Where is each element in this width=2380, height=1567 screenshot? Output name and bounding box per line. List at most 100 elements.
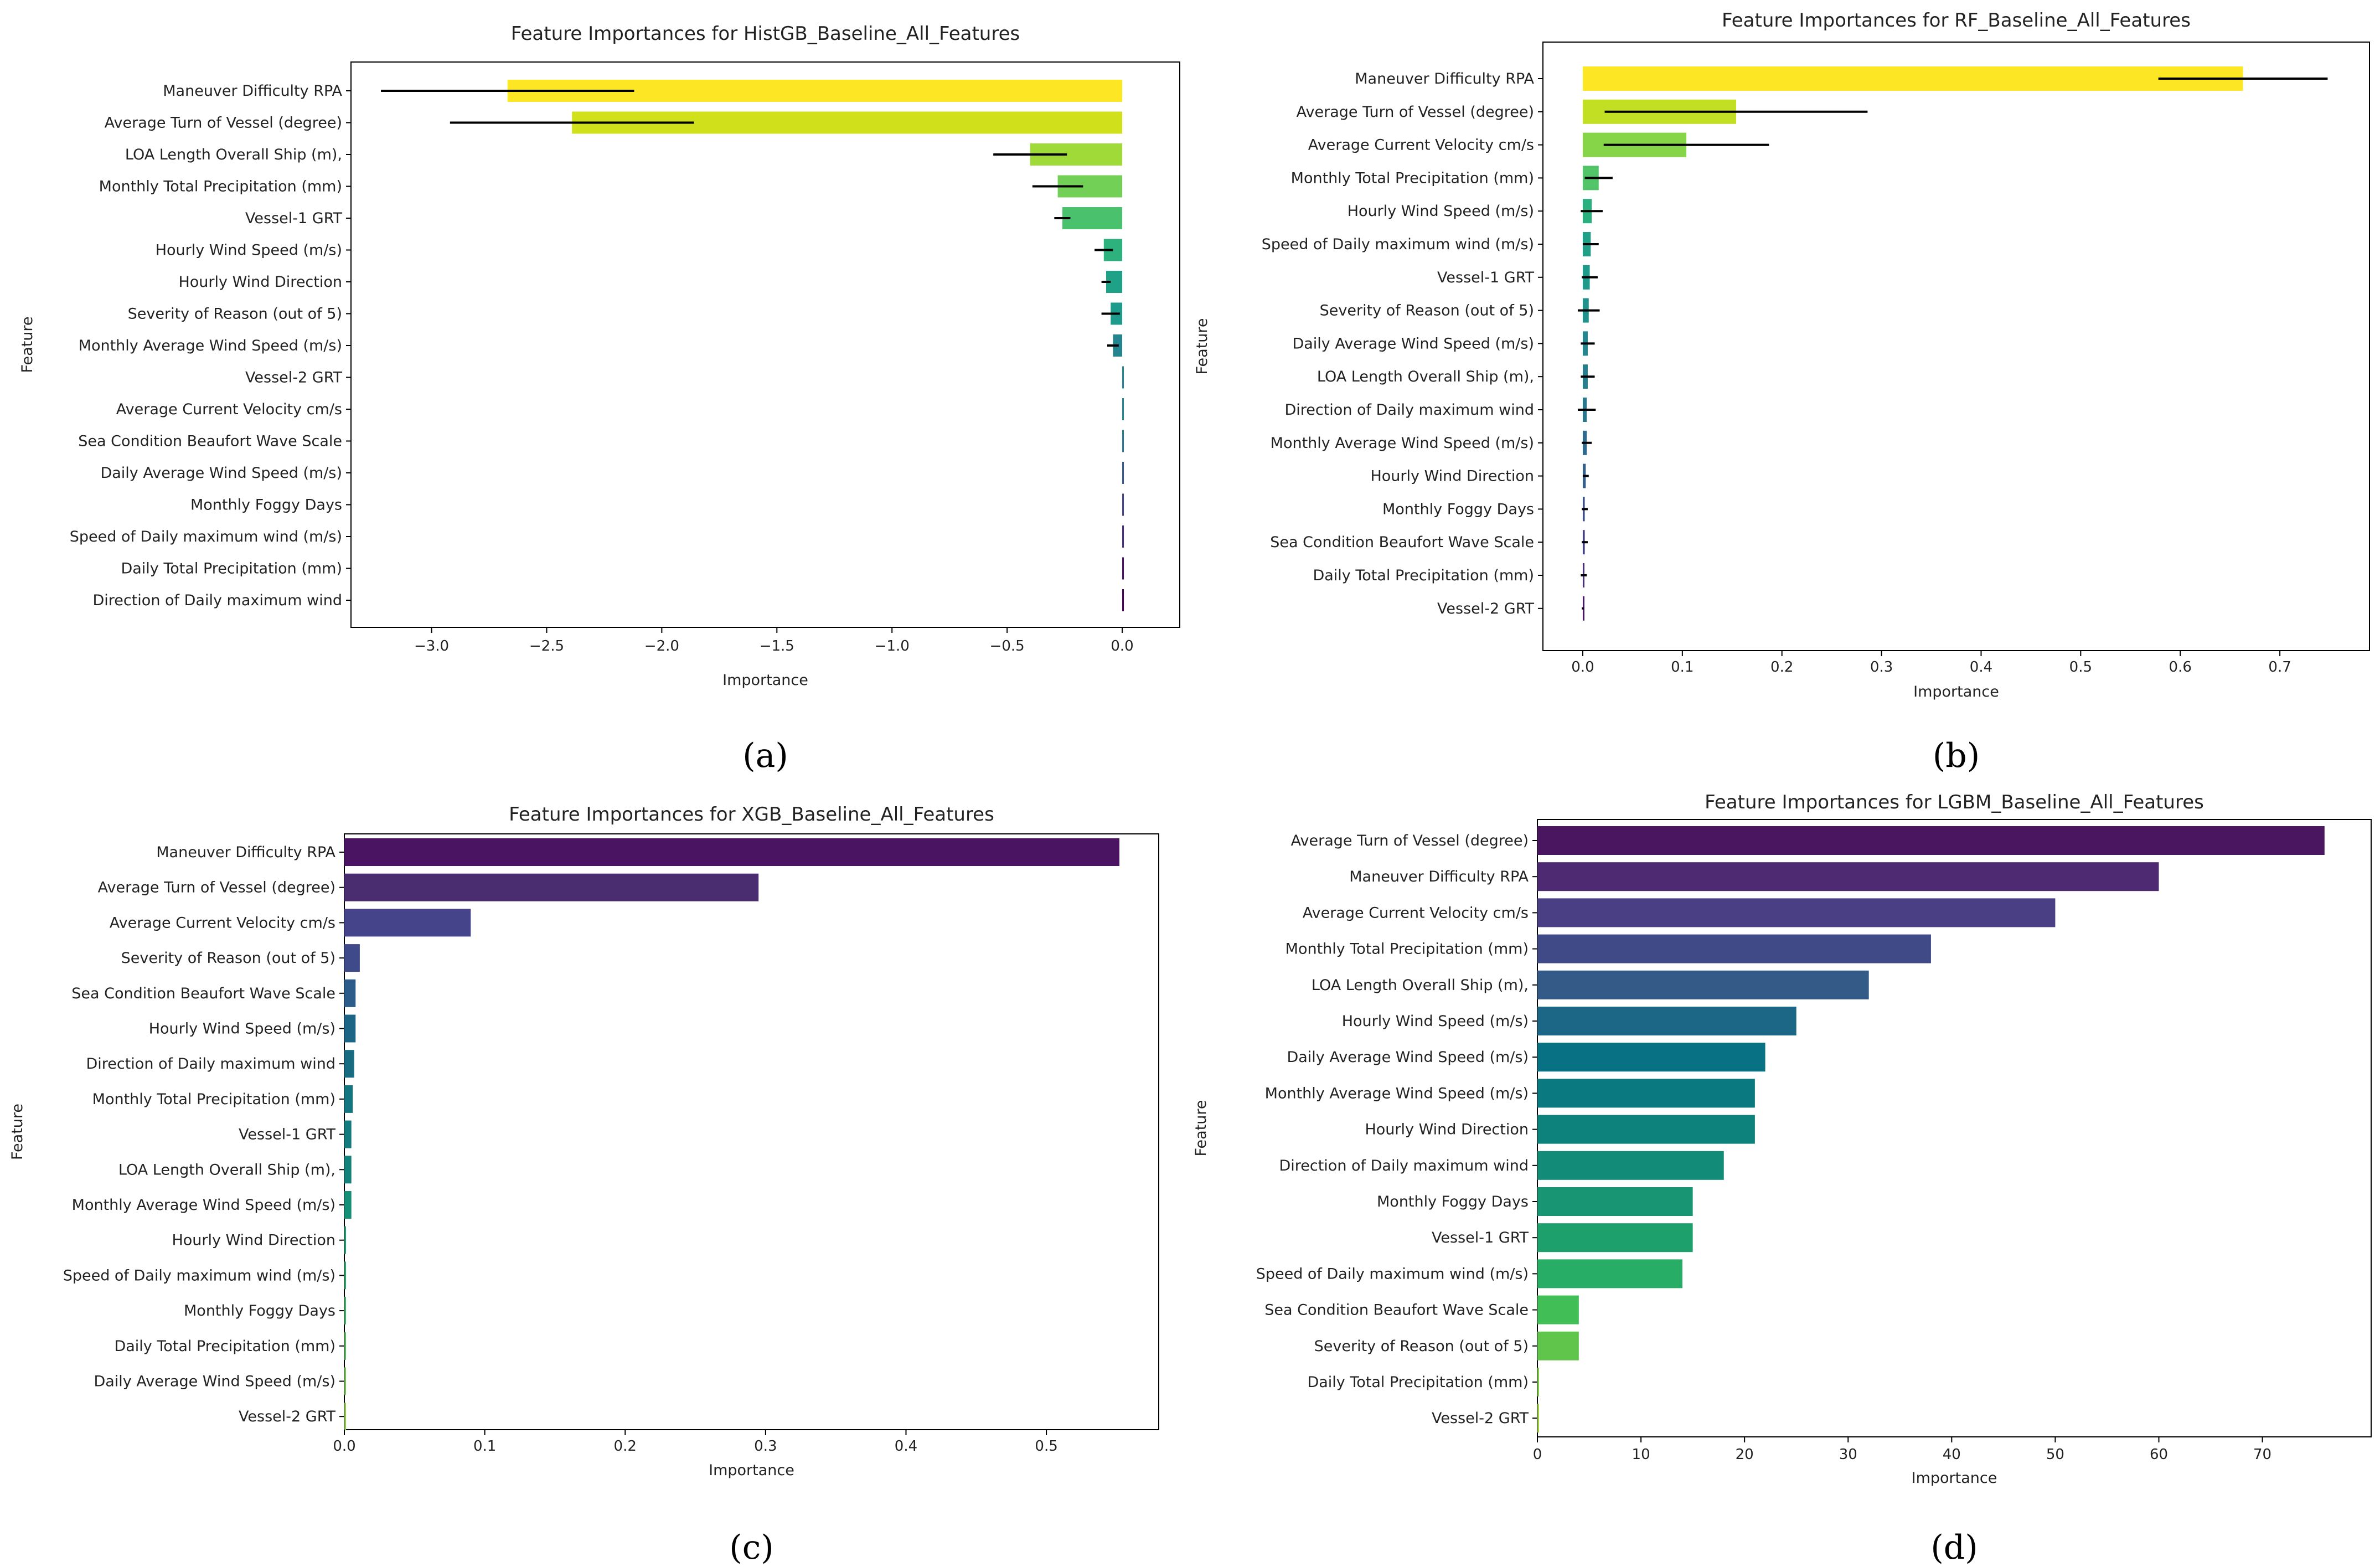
y-axis-label: Feature — [9, 1104, 26, 1160]
x-tick-label: −0.5 — [990, 638, 1025, 654]
bar — [344, 1014, 356, 1043]
axes-frame — [350, 61, 1180, 628]
category-label: Monthly Total Precipitation (mm) — [99, 178, 342, 195]
x-tick-label: 0.0 — [333, 1438, 355, 1455]
category-label: Severity of Reason (out of 5) — [1314, 1338, 1529, 1355]
category-label: Daily Average Wind Speed (m/s) — [1287, 1049, 1529, 1066]
chart-title: Feature Importances for HistGB_Baseline_… — [511, 23, 1020, 45]
x-tick-label: 0.6 — [2169, 659, 2192, 676]
bar — [1122, 462, 1124, 484]
x-tick-label: 0.1 — [473, 1438, 496, 1455]
category-label: Average Turn of Vessel (degree) — [98, 879, 335, 896]
category-label: Speed of Daily maximum wind (m/s) — [63, 1267, 335, 1284]
y-axis-label: Feature — [1194, 318, 1211, 374]
category-label: Average Current Velocity cm/s — [110, 914, 335, 931]
bar — [1537, 1043, 1765, 1072]
category-label: Average Current Velocity cm/s — [1303, 904, 1529, 921]
category-label: LOA Length Overall Ship (m), — [118, 1161, 335, 1178]
category-label: Hourly Wind Direction — [178, 274, 342, 291]
bar — [344, 1261, 346, 1290]
x-tick-label: 20 — [1736, 1446, 1754, 1463]
category-label: Hourly Wind Direction — [1370, 468, 1534, 485]
x-tick-label: 30 — [1839, 1446, 1857, 1463]
axes-frame — [1542, 42, 2370, 651]
category-label: Speed of Daily maximum wind (m/s) — [1256, 1265, 1529, 1282]
bar — [1537, 1115, 1755, 1144]
x-tick-label: 0.0 — [1111, 638, 1133, 654]
x-tick-label: 10 — [1632, 1446, 1650, 1463]
y-axis-label: Feature — [19, 316, 36, 373]
category-label: Monthly Foggy Days — [1382, 501, 1534, 518]
bar — [1537, 1295, 1579, 1324]
category-label: Vessel-1 GRT — [245, 210, 342, 227]
category-label: Daily Average Wind Speed (m/s) — [94, 1373, 335, 1390]
bar — [1122, 589, 1124, 611]
category-label: Vessel-2 GRT — [1432, 1410, 1529, 1427]
category-label: Daily Total Precipitation (mm) — [114, 1338, 335, 1355]
category-label: Severity of Reason (out of 5) — [1320, 302, 1534, 319]
bar — [344, 1403, 346, 1431]
bar — [1537, 1368, 1539, 1396]
panel-caption: (b) — [1933, 736, 1980, 775]
bar — [1537, 1331, 1579, 1360]
bar — [1537, 826, 2325, 855]
category-label: Sea Condition Beaufort Wave Scale — [71, 985, 335, 1002]
panel-caption: (d) — [1930, 1528, 1978, 1567]
x-tick-label: 70 — [2253, 1446, 2271, 1463]
category-label: Hourly Wind Speed (m/s) — [1342, 1013, 1529, 1030]
panel-c-xgboost: Feature Importances for XGB_Baseline_All… — [9, 803, 1159, 1567]
bar — [1122, 525, 1124, 548]
category-label: Daily Average Wind Speed (m/s) — [1292, 335, 1534, 352]
x-tick-label: 0.4 — [895, 1438, 917, 1455]
bar — [344, 1226, 346, 1254]
x-tick-label: 0 — [1533, 1446, 1542, 1463]
category-label: Monthly Total Precipitation (mm) — [1285, 941, 1529, 958]
category-label: Hourly Wind Speed (m/s) — [1348, 203, 1534, 220]
category-label: Sea Condition Beaufort Wave Scale — [1264, 1302, 1529, 1319]
x-axis-label: Importance — [1912, 1470, 1997, 1487]
category-label: Vessel-2 GRT — [245, 369, 342, 386]
bar — [1537, 934, 1931, 963]
category-label: Sea Condition Beaufort Wave Scale — [78, 433, 342, 450]
category-label: Direction of Daily maximum wind — [92, 592, 342, 609]
x-tick-label: 0.2 — [614, 1438, 637, 1455]
x-tick-label: 0.2 — [1770, 659, 1793, 676]
bar — [1537, 898, 2056, 927]
panel-caption: (c) — [729, 1528, 773, 1567]
bar — [1537, 970, 1869, 999]
bar — [344, 944, 360, 972]
bar — [1122, 557, 1124, 580]
x-tick-label: −2.0 — [644, 638, 679, 654]
bar — [1122, 366, 1124, 389]
bar — [344, 1332, 346, 1360]
bar — [1537, 1259, 1682, 1288]
y-axis-label: Feature — [1192, 1100, 1210, 1156]
category-label: LOA Length Overall Ship (m), — [1312, 977, 1529, 994]
category-label: Average Current Velocity cm/s — [1308, 137, 1534, 154]
category-label: Maneuver Difficulty RPA — [163, 83, 342, 100]
chart-title: Feature Importances for LGBM_Baseline_Al… — [1705, 791, 2204, 813]
category-label: Average Turn of Vessel (degree) — [1291, 832, 1529, 849]
category-label: Monthly Average Wind Speed (m/s) — [1265, 1085, 1529, 1102]
bar — [344, 1191, 352, 1219]
bar — [344, 1050, 354, 1078]
category-label: Severity of Reason (out of 5) — [121, 950, 335, 967]
category-label: Speed of Daily maximum wind (m/s) — [70, 528, 342, 545]
category-label: Sea Condition Beaufort Wave Scale — [1270, 534, 1534, 551]
bar — [1537, 1079, 1755, 1108]
panel-b-random-forest: Feature Importances for RF_Baseline_All_… — [1194, 9, 2370, 775]
category-label: Hourly Wind Direction — [172, 1232, 335, 1249]
bar — [344, 1367, 346, 1395]
bar — [1122, 430, 1124, 452]
category-label: Average Turn of Vessel (degree) — [1297, 104, 1534, 121]
category-label: Hourly Wind Direction — [1365, 1121, 1529, 1138]
panel-d-lightgbm: Feature Importances for LGBM_Baseline_Al… — [1192, 791, 2372, 1567]
category-label: Monthly Total Precipitation (mm) — [1291, 169, 1534, 187]
x-tick-label: 40 — [1943, 1446, 1961, 1463]
bar — [1537, 1187, 1693, 1216]
category-label: LOA Length Overall Ship (m), — [1317, 368, 1534, 385]
category-label: Maneuver Difficulty RPA — [1349, 868, 1529, 885]
x-axis-label: Importance — [722, 672, 808, 689]
category-label: Severity of Reason (out of 5) — [128, 306, 342, 323]
x-tick-label: 50 — [2046, 1446, 2064, 1463]
